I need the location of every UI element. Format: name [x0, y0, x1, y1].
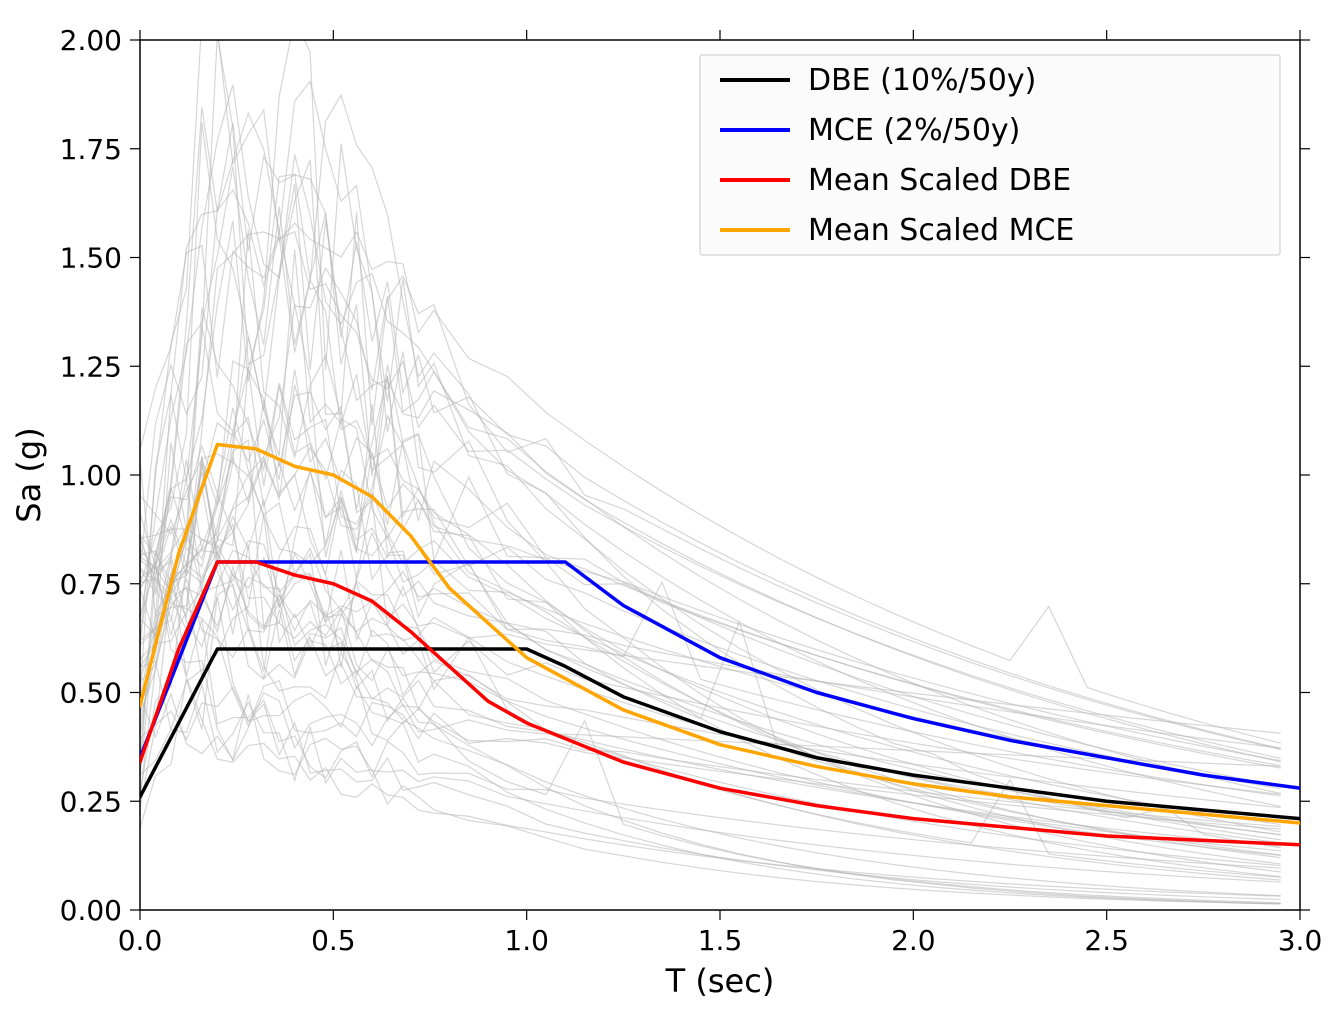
- legend-label: DBE (10%/50y): [808, 63, 1036, 98]
- legend: DBE (10%/50y) MCE (2%/50y) Mean Scaled DBE…: [700, 55, 1280, 255]
- xtick-label: 2.0: [891, 924, 936, 957]
- xtick-label: 3.0: [1278, 924, 1323, 957]
- y-axis-label: Sa (g): [10, 427, 48, 522]
- ytick-label: 0.50: [60, 677, 122, 710]
- response-spectra-chart: 0.0 0.5 1.0 1.5 2.0 2.5 3.0 0.00 0.25 0.50 0.75 1.0…: [0, 0, 1332, 1012]
- legend-label: Mean Scaled DBE: [808, 163, 1071, 198]
- ytick-label: 1.00: [60, 459, 122, 492]
- ytick-label: 1.25: [60, 350, 122, 383]
- xtick-label: 1.5: [698, 924, 743, 957]
- xtick-label: 1.0: [504, 924, 549, 957]
- ytick-label: 1.50: [60, 242, 122, 275]
- ytick-label: 1.75: [60, 133, 122, 166]
- xtick-label: 0.5: [311, 924, 356, 957]
- x-axis-label: T (sec): [665, 962, 775, 1000]
- ytick-label: 0.75: [60, 568, 122, 601]
- xtick-label: 0.0: [118, 924, 163, 957]
- ytick-label: 0.25: [60, 785, 122, 818]
- ytick-label: 0.00: [60, 894, 122, 927]
- xtick-label: 2.5: [1084, 924, 1129, 957]
- legend-label: Mean Scaled MCE: [808, 213, 1074, 248]
- chart-container: 0.0 0.5 1.0 1.5 2.0 2.5 3.0 0.00 0.25 0.50 0.75 1.0…: [0, 0, 1332, 1012]
- legend-label: MCE (2%/50y): [808, 113, 1020, 148]
- ytick-label: 2.00: [60, 24, 122, 57]
